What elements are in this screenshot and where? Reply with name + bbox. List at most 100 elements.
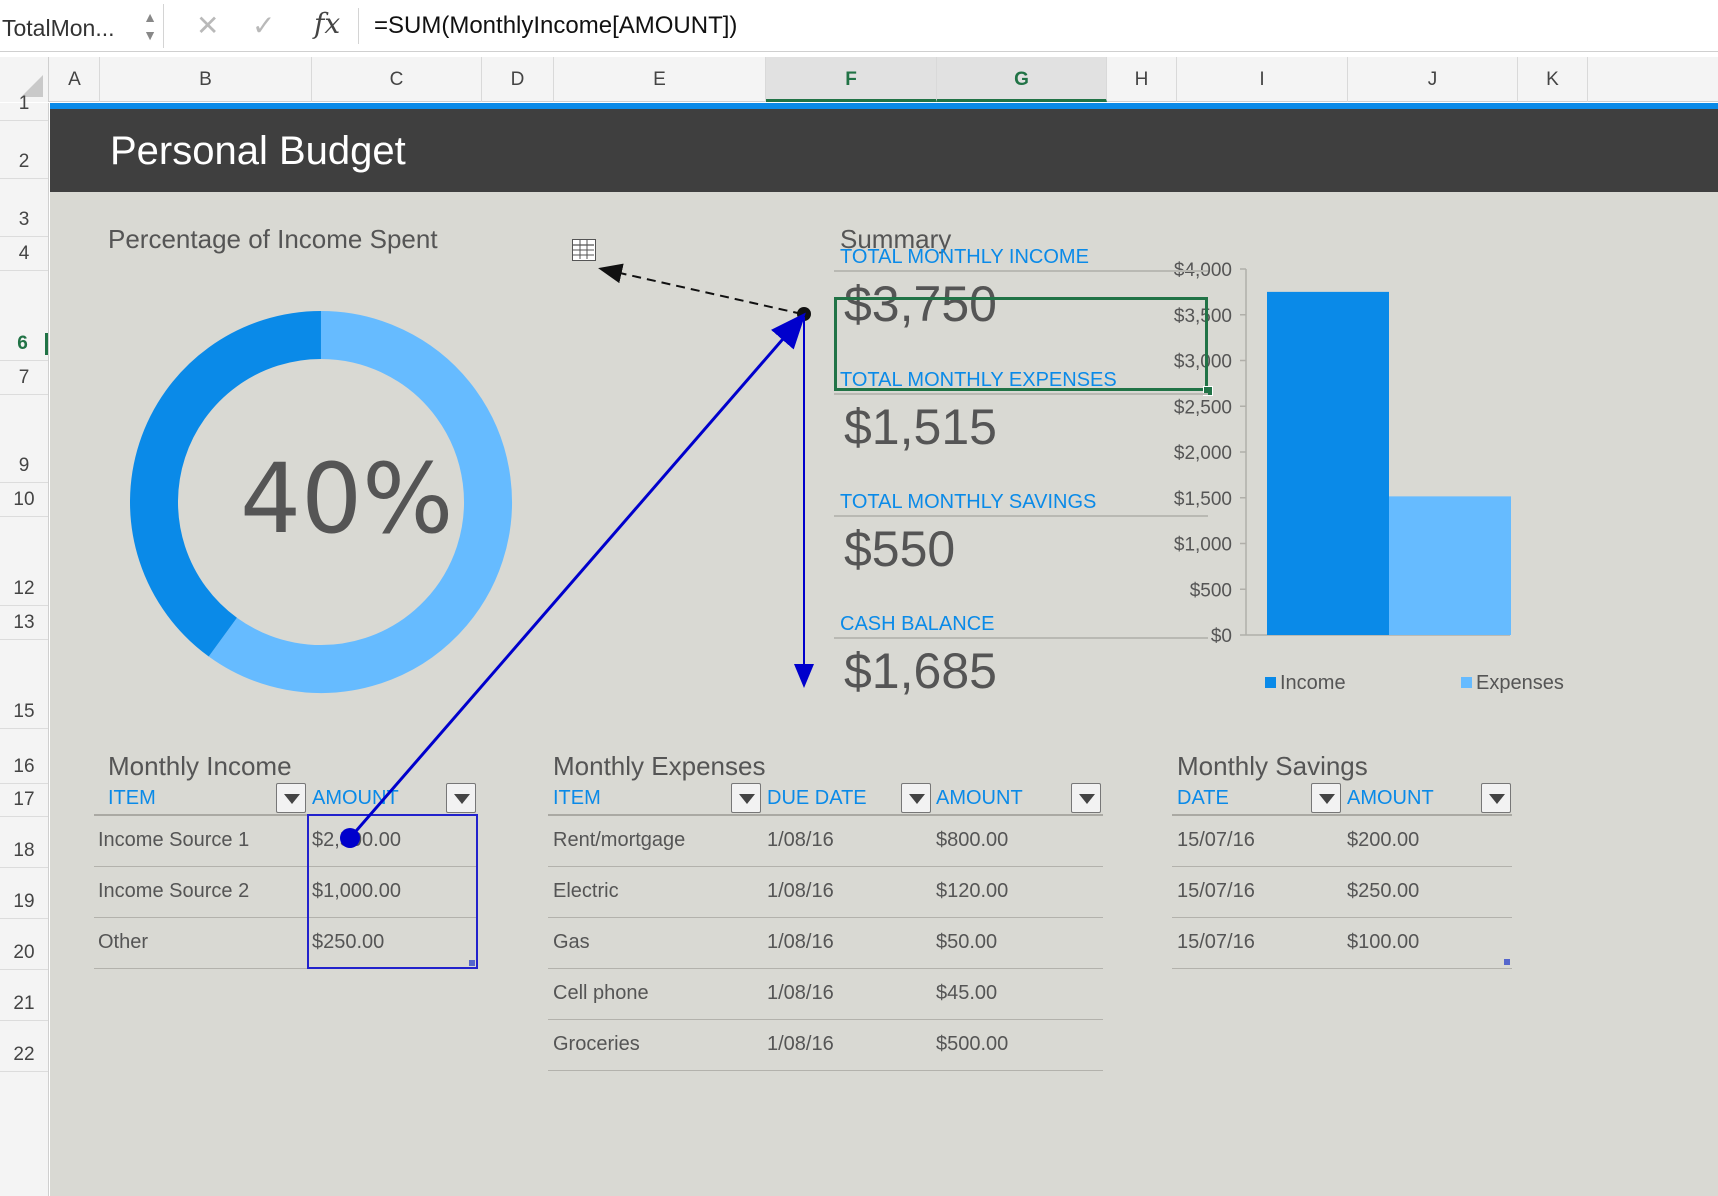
insert-function-icon[interactable]: fx: [314, 7, 341, 40]
expenses-cell[interactable]: Electric: [553, 880, 619, 902]
column-header-g[interactable]: G: [937, 57, 1107, 102]
summary-label-savings: TOTAL MONTHLY SAVINGS: [840, 491, 1097, 513]
select-all-button[interactable]: [0, 57, 49, 102]
filter-dropdown-button[interactable]: [446, 783, 476, 813]
name-box-value[interactable]: TotalMon...: [2, 15, 115, 41]
summary-value-income[interactable]: $3,750: [844, 276, 997, 332]
expenses-header-due-date: DUE DATE: [767, 787, 867, 809]
bar-income[interactable]: [1267, 291, 1389, 635]
column-header-f[interactable]: F: [766, 57, 937, 102]
expenses-cell[interactable]: 1/08/16: [767, 1033, 834, 1055]
formula-bar-divider: [358, 8, 359, 44]
column-header-j[interactable]: J: [1348, 57, 1518, 102]
row-header-17[interactable]: 17: [13, 789, 35, 810]
y-tick-label: $2,000: [1174, 443, 1232, 464]
row-header-22[interactable]: 22: [13, 1044, 35, 1065]
y-tick-label: $2,500: [1174, 397, 1232, 418]
name-box-stepper-icon[interactable]: ▲ ▼: [143, 9, 157, 43]
accent-stripe: [50, 103, 1718, 109]
income-cell[interactable]: $250.00: [312, 931, 385, 953]
expenses-cell[interactable]: $800.00: [936, 829, 1009, 851]
expenses-cell[interactable]: $120.00: [936, 880, 1009, 902]
column-header-b[interactable]: B: [100, 57, 312, 102]
expenses-header-item: ITEM: [553, 787, 601, 809]
row-header-12[interactable]: 12: [13, 578, 35, 599]
row-header-20[interactable]: 20: [13, 942, 35, 963]
income-cell[interactable]: $1,000.00: [312, 880, 401, 902]
expenses-cell[interactable]: $50.00: [936, 931, 998, 953]
y-tick-label: $500: [1190, 580, 1232, 601]
enter-icon[interactable]: ✓: [252, 10, 276, 41]
row-divider: [0, 816, 48, 817]
active-cell-selection[interactable]: [834, 297, 1213, 396]
table-icon: [572, 239, 596, 261]
table-resize-handle[interactable]: [1504, 959, 1510, 965]
filter-dropdown-button[interactable]: [1071, 783, 1101, 813]
row-header-4[interactable]: 4: [18, 243, 30, 264]
savings-cell[interactable]: $250.00: [1347, 880, 1420, 902]
summary-value-expenses[interactable]: $1,515: [844, 399, 997, 455]
income-cell[interactable]: Income Source 2: [98, 880, 250, 902]
expenses-cell[interactable]: Cell phone: [553, 982, 649, 1004]
income-cell[interactable]: Income Source 1: [98, 829, 250, 851]
table-row-divider: [1172, 968, 1512, 969]
savings-cell[interactable]: $100.00: [1347, 931, 1420, 953]
expenses-cell[interactable]: 1/08/16: [767, 982, 834, 1004]
row-header-2[interactable]: 2: [18, 151, 30, 172]
row-divider: [0, 639, 48, 640]
row-header-7[interactable]: 7: [18, 367, 30, 388]
column-header-e[interactable]: E: [554, 57, 766, 102]
filter-dropdown-button[interactable]: [1481, 783, 1511, 813]
row-header-18[interactable]: 18: [13, 840, 35, 861]
row-header-21[interactable]: 21: [13, 993, 35, 1014]
savings-cell[interactable]: 15/07/16: [1177, 880, 1255, 902]
summary-value-savings[interactable]: $550: [844, 521, 956, 577]
expenses-cell[interactable]: 1/08/16: [767, 880, 834, 902]
column-header-h[interactable]: H: [1107, 57, 1177, 102]
expenses-cell[interactable]: $500.00: [936, 1033, 1009, 1055]
filter-dropdown-button[interactable]: [276, 783, 306, 813]
savings-cell[interactable]: 15/07/16: [1177, 931, 1255, 953]
row-header-15[interactable]: 15: [13, 701, 35, 722]
expenses-cell[interactable]: 1/08/16: [767, 931, 834, 953]
y-tick-label: $0: [1211, 626, 1232, 647]
row-header-19[interactable]: 19: [13, 891, 35, 912]
row-header-3[interactable]: 3: [18, 209, 30, 230]
filter-dropdown-button[interactable]: [731, 783, 761, 813]
row-header-1[interactable]: 1: [18, 93, 30, 114]
cancel-icon[interactable]: ✕: [196, 10, 220, 41]
column-header-k[interactable]: K: [1518, 57, 1588, 102]
expenses-cell[interactable]: Groceries: [553, 1033, 640, 1055]
column-header-i[interactable]: I: [1177, 57, 1348, 102]
savings-cell[interactable]: $200.00: [1347, 829, 1420, 851]
expenses-cell[interactable]: $45.00: [936, 982, 998, 1004]
summary-title: Summary: [840, 224, 952, 254]
row-header-10[interactable]: 10: [13, 489, 35, 510]
expenses-cell[interactable]: Gas: [553, 931, 590, 953]
bar-expenses[interactable]: [1389, 496, 1511, 635]
fill-handle[interactable]: [1203, 386, 1213, 396]
column-header-c[interactable]: C: [312, 57, 482, 102]
row-divider: [0, 360, 48, 361]
column-header-a[interactable]: A: [50, 57, 100, 102]
bar-chart: $0 $500 $1,000 $1,500 $2,000 $2,500 $3,000 $3,5…: [1174, 260, 1564, 694]
row-divider: [0, 918, 48, 919]
row-divider: [0, 728, 48, 729]
row-header-13[interactable]: 13: [13, 612, 35, 633]
filter-dropdown-button[interactable]: [901, 783, 931, 813]
expenses-cell[interactable]: Rent/mortgage: [553, 829, 686, 851]
formula-input[interactable]: =SUM(MonthlyIncome[AMOUNT]): [374, 12, 738, 39]
row-header-6[interactable]: 6: [0, 333, 48, 355]
summary-value-cash[interactable]: $1,685: [844, 643, 997, 699]
savings-cell[interactable]: 15/07/16: [1177, 829, 1255, 851]
name-box[interactable]: TotalMon... ▲ ▼: [0, 4, 164, 48]
row-header-9[interactable]: 9: [18, 455, 30, 476]
column-header-d[interactable]: D: [482, 57, 554, 102]
expenses-cell[interactable]: 1/08/16: [767, 829, 834, 851]
row-header-16[interactable]: 16: [13, 756, 35, 777]
filter-dropdown-button[interactable]: [1311, 783, 1341, 813]
precedent-range-box: [307, 814, 478, 969]
row-divider: [0, 867, 48, 868]
expenses-table-title: Monthly Expenses: [553, 751, 766, 781]
income-cell[interactable]: Other: [98, 931, 149, 953]
